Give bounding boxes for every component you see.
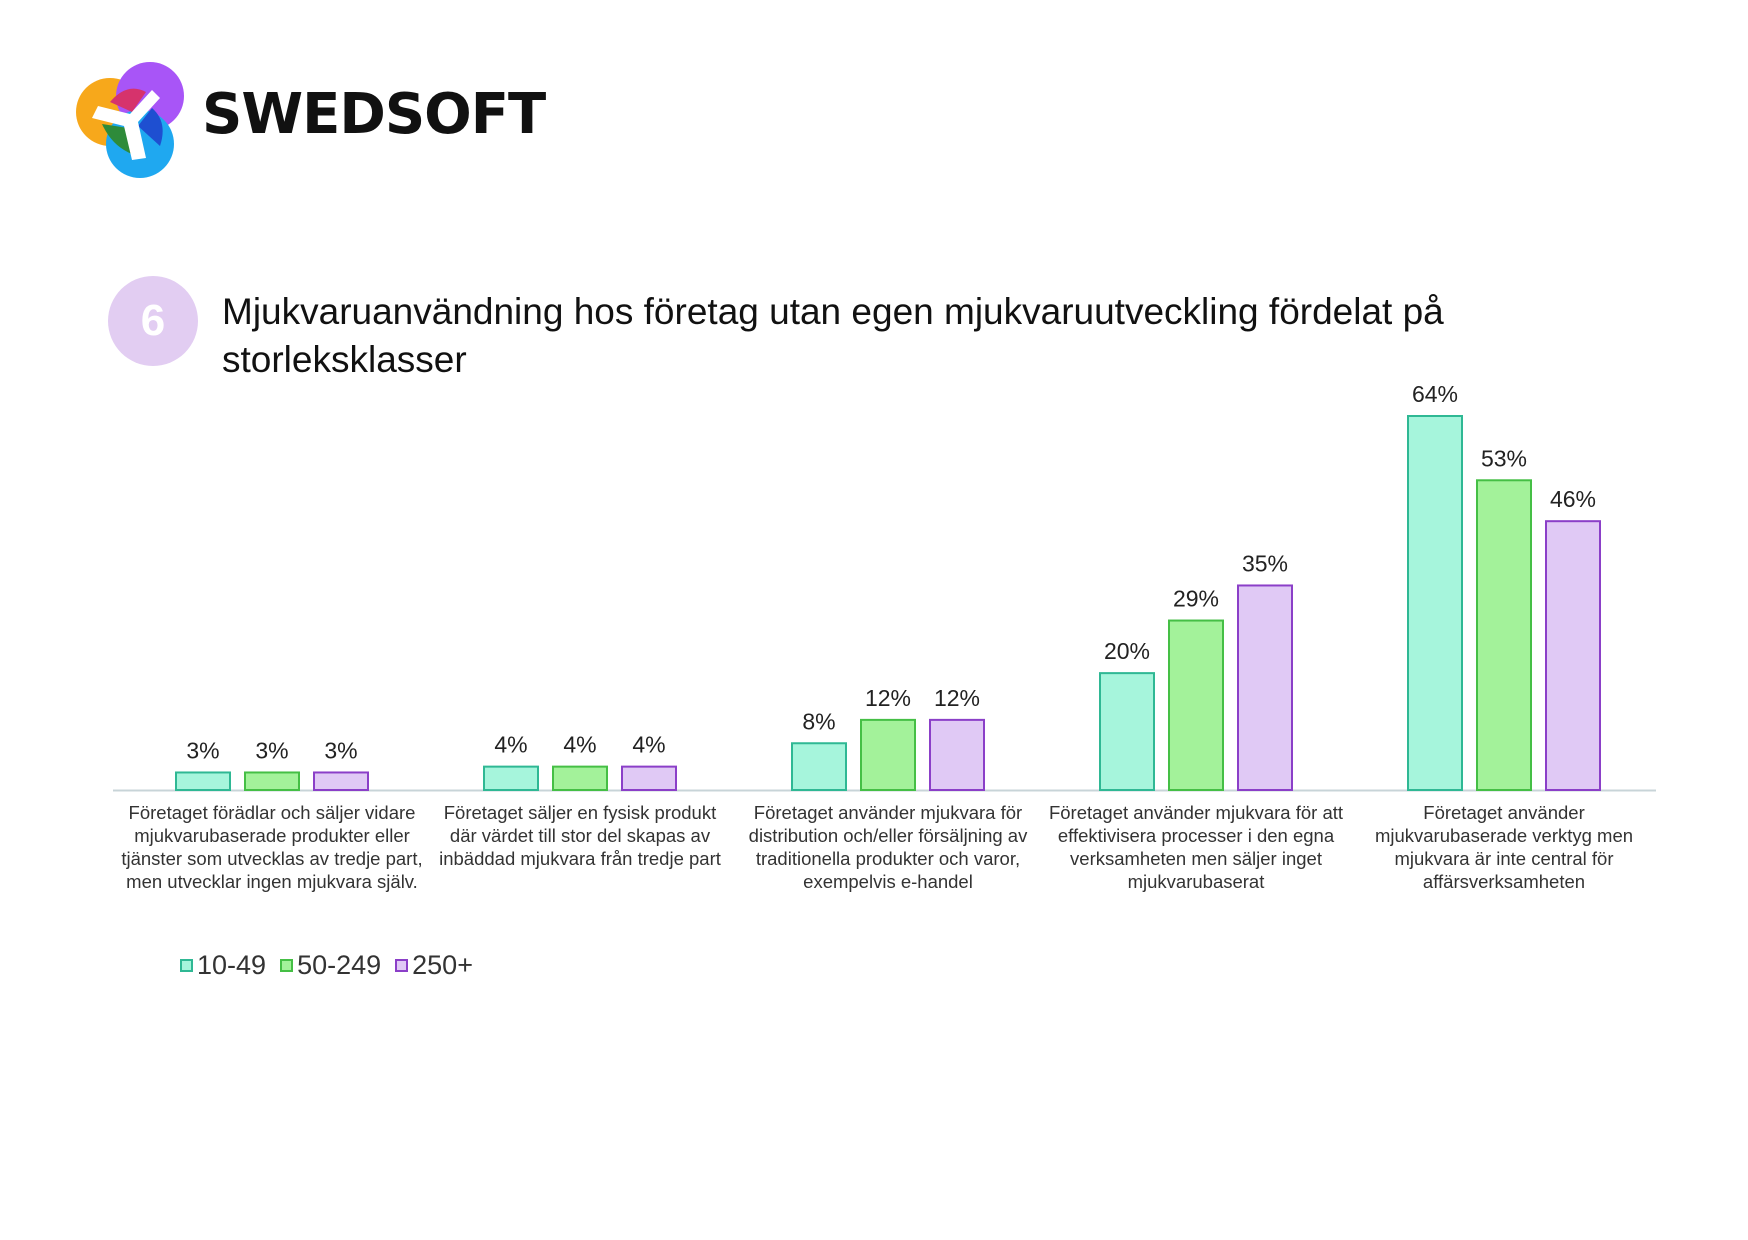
data-label-50-249-cat1: 3%	[255, 737, 288, 763]
bar-250+-cat5	[1545, 520, 1601, 791]
category-label-line: Företaget säljer en fysisk produkt	[444, 802, 717, 823]
swedsoft-logo-icon	[76, 62, 184, 178]
category-label-line: mjukvarubaserade produkter eller	[134, 825, 410, 846]
data-label-250+-cat3: 12%	[934, 685, 980, 711]
category-label-line: mjukvarubaserade verktyg men	[1375, 825, 1633, 846]
category-label-line: men utvecklar ingen mjukvara själv.	[126, 871, 418, 892]
bar-250+-cat2	[621, 765, 677, 791]
legend-item-10-49: 10-49	[180, 950, 266, 981]
category-label-line: affärsverksamheten	[1423, 871, 1585, 892]
bar-250+-cat3	[929, 718, 985, 791]
category-label-3: Företaget använder mjukvara för distribut…	[749, 802, 1028, 892]
bar-10-49-cat2	[483, 765, 539, 791]
data-label-50-249-cat4: 29%	[1173, 586, 1219, 612]
chart-legend: 10-49 50-249 250+	[180, 950, 479, 981]
data-label-250+-cat2: 4%	[632, 732, 665, 758]
data-label-250+-cat5: 46%	[1550, 486, 1596, 512]
legend-swatch-10-49	[180, 959, 193, 972]
category-label-line: mjukvara är inte central för	[1394, 848, 1613, 869]
data-label-250+-cat1: 3%	[324, 737, 357, 763]
category-label-line: Företaget använder mjukvara för	[754, 802, 1022, 823]
category-label-line: där värdet till stor del skapas av	[450, 825, 711, 846]
bar-50-249-cat2	[552, 765, 608, 791]
data-label-10-49-cat3: 8%	[802, 708, 835, 734]
category-label-line: mjukvarubaserat	[1128, 871, 1265, 892]
data-label-10-49-cat5: 64%	[1412, 381, 1458, 407]
data-label-10-49-cat4: 20%	[1104, 638, 1150, 664]
category-label-line: inbäddad mjukvara från tredje part	[439, 848, 721, 869]
category-label-line: traditionella produkter och varor,	[756, 848, 1020, 869]
bar-50-249-cat3	[860, 718, 916, 791]
bar-10-49-cat1	[175, 771, 231, 791]
category-label-line: Företaget använder	[1423, 802, 1584, 823]
legend-label-250-plus: 250+	[412, 950, 473, 980]
category-label-line: exempelvis e-handel	[803, 871, 973, 892]
swedsoft-logo: SWEDSOFT	[72, 62, 546, 192]
legend-label-50-249: 50-249	[297, 950, 382, 980]
bar-10-49-cat3	[791, 742, 847, 791]
legend-item-250-plus: 250+	[395, 950, 473, 981]
bar-250+-cat1	[313, 771, 369, 791]
legend-swatch-50-249	[280, 959, 294, 972]
category-label-line: verksamheten men säljer inget	[1070, 848, 1322, 869]
bar-10-49-cat5	[1407, 415, 1463, 791]
data-label-10-49-cat1: 3%	[186, 737, 219, 763]
legend-label-10-49: 10-49	[197, 950, 267, 980]
category-label-line: Företaget förädlar och säljer vidare	[129, 802, 416, 823]
bar-50-249-cat1	[244, 771, 300, 791]
category-label-4: Företaget använder mjukvara för att effek…	[1049, 802, 1343, 892]
data-label-50-249-cat3: 12%	[865, 685, 911, 711]
category-label-line: distribution och/eller försäljning av	[749, 825, 1028, 846]
category-label-1: Företaget förädlar och säljer vidare mjuk…	[121, 802, 422, 892]
data-label-250+-cat4: 35%	[1242, 550, 1288, 576]
category-label-line: effektivisera processer i den egna	[1058, 825, 1335, 846]
category-label-5: Företaget använder mjukvarubaserade verkt…	[1375, 802, 1633, 892]
category-label-line: Företaget använder mjukvara för att	[1049, 802, 1343, 823]
category-label-line: tjänster som utvecklas av tredje part,	[121, 848, 422, 869]
data-label-50-249-cat2: 4%	[563, 732, 596, 758]
legend-swatch-250-plus	[395, 959, 409, 972]
bar-250+-cat4	[1237, 584, 1293, 791]
chart-number-badge: 6	[108, 276, 198, 366]
bar-10-49-cat4	[1099, 672, 1155, 791]
data-label-10-49-cat2: 4%	[494, 732, 527, 758]
data-label-50-249-cat5: 53%	[1481, 445, 1527, 471]
legend-item-50-249: 50-249	[280, 950, 381, 981]
swedsoft-logo-text: SWEDSOFT	[202, 82, 546, 147]
bar-50-249-cat5	[1476, 479, 1532, 791]
bar-50-249-cat4	[1168, 619, 1224, 791]
category-label-2: Företaget säljer en fysisk produkt där vä…	[439, 802, 721, 869]
chart-title: Mjukvaruanvändning hos företag utan egen…	[222, 291, 1444, 380]
